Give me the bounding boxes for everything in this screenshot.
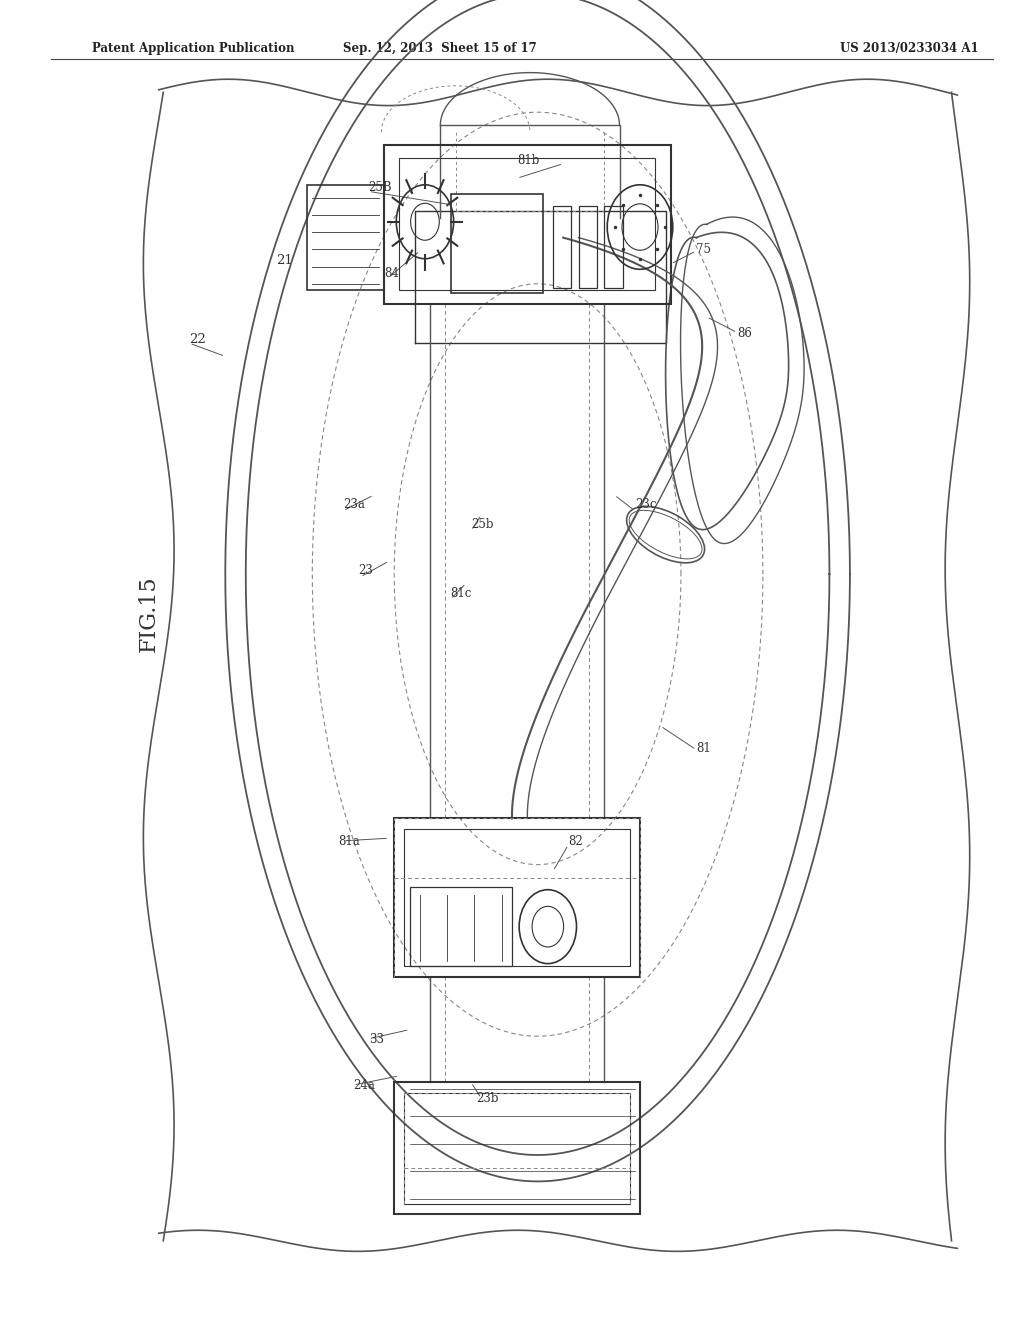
Bar [307, 185, 384, 290]
Text: 23a: 23a [343, 498, 365, 511]
Bar [394, 1082, 640, 1214]
Bar [451, 194, 543, 293]
Text: 81: 81 [696, 742, 711, 755]
Text: 25B: 25B [369, 181, 392, 194]
Bar [579, 206, 597, 288]
Text: US 2013/0233034 A1: US 2013/0233034 A1 [840, 42, 978, 55]
Text: 33: 33 [369, 1032, 384, 1045]
Text: 22: 22 [189, 333, 206, 346]
Bar [410, 887, 512, 966]
Bar [604, 206, 623, 288]
Text: 81a: 81a [338, 834, 359, 847]
Bar [384, 145, 671, 304]
Text: 82: 82 [568, 834, 583, 847]
Bar [394, 818, 640, 977]
Bar [553, 206, 571, 288]
Text: 23b: 23b [476, 1092, 499, 1105]
Text: FIG.15: FIG.15 [137, 576, 160, 652]
Text: 23c: 23c [635, 498, 656, 511]
Text: 25b: 25b [471, 517, 494, 531]
Bar [404, 1093, 630, 1204]
Bar [399, 158, 655, 290]
Text: 21: 21 [276, 253, 293, 267]
Text: 81b: 81b [517, 153, 540, 166]
Text: 86: 86 [737, 326, 753, 339]
Bar [404, 829, 630, 966]
Text: Patent Application Publication: Patent Application Publication [92, 42, 295, 55]
Text: 75: 75 [696, 243, 712, 256]
Text: 24a: 24a [353, 1078, 375, 1092]
Text: 23: 23 [358, 564, 374, 577]
Text: 84: 84 [384, 267, 399, 280]
Text: Sep. 12, 2013  Sheet 15 of 17: Sep. 12, 2013 Sheet 15 of 17 [343, 42, 538, 55]
Text: 81c: 81c [451, 586, 472, 599]
